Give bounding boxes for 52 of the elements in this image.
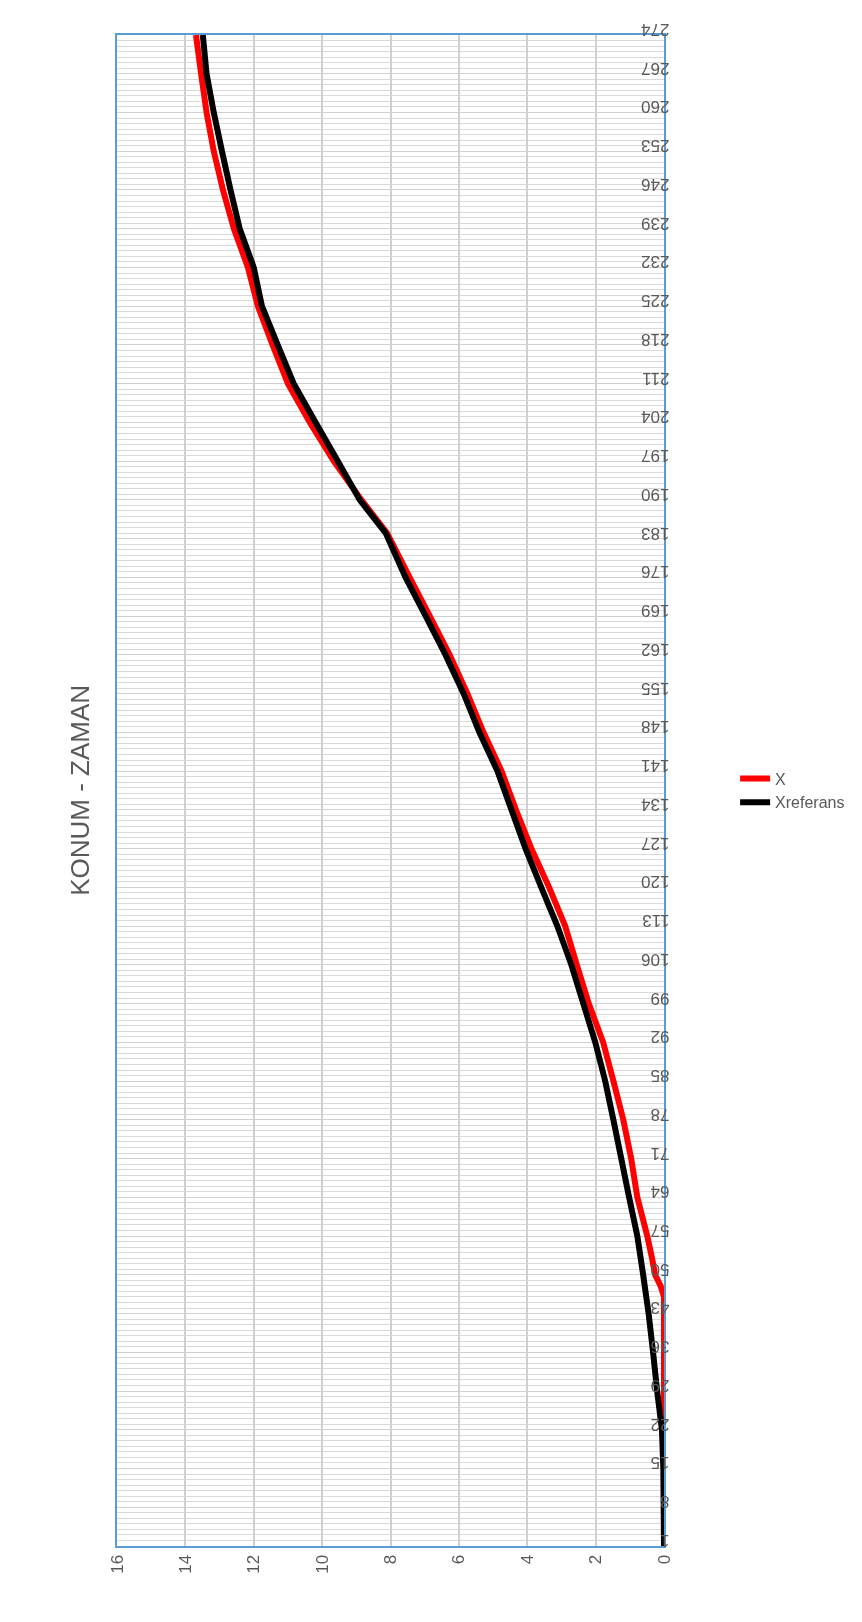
y-tick-label: 148 [641, 717, 670, 737]
x-tick-label: 8 [381, 1554, 401, 1565]
x-tick-label: 4 [517, 1554, 537, 1565]
y-tick-label: 36 [650, 1337, 670, 1357]
y-tick-label: 176 [641, 562, 670, 582]
y-tick-label: 162 [641, 639, 670, 659]
y-tick-label: 64 [650, 1182, 670, 1202]
y-tick-label: 8 [659, 1492, 670, 1512]
y-tick-label: 225 [641, 291, 670, 311]
y-tick-label: 134 [641, 794, 670, 814]
y-tick-label: 190 [641, 484, 670, 504]
x-tick-label: 14 [175, 1554, 195, 1574]
y-tick-label: 127 [641, 833, 670, 853]
x-tick-label: 0 [654, 1554, 674, 1565]
y-tick-label: 106 [641, 949, 670, 969]
y-tick-label: 71 [650, 1143, 670, 1163]
x-tick-label: 6 [449, 1554, 469, 1565]
y-tick-label: 183 [641, 523, 670, 543]
y-tick-label: 204 [641, 407, 670, 427]
x-tick-label: 2 [586, 1554, 606, 1565]
y-tick-label: 141 [641, 756, 670, 776]
y-tick-label: 211 [642, 368, 670, 388]
y-tick-label: 1 [659, 1530, 670, 1550]
text: KONUM - ZAMAN [64, 684, 95, 896]
y-tick-label: 113 [642, 911, 670, 931]
y-tick-label: 267 [641, 58, 670, 78]
legend-label: Xreferans [775, 794, 845, 812]
x-tick-label: 12 [244, 1554, 264, 1574]
x-tick-label: 16 [107, 1554, 127, 1574]
y-tick-label: 197 [641, 446, 670, 466]
y-tick-label: 239 [641, 213, 670, 233]
y-tick-label: 155 [641, 678, 670, 698]
x-tick-label: 10 [312, 1554, 332, 1574]
y-tick-label: 15 [650, 1453, 670, 1473]
legend-label: X [775, 770, 787, 788]
y-tick-label: 253 [641, 136, 670, 156]
y-tick-label: 57 [650, 1221, 670, 1240]
y-tick-label: 246 [641, 174, 670, 194]
y-tick-label: 120 [641, 872, 670, 892]
y-tick-label: 169 [641, 601, 670, 621]
y-tick-label: 274 [641, 19, 670, 39]
y-tick-label: 99 [650, 988, 670, 1008]
y-tick-label: 50 [650, 1259, 670, 1279]
y-tick-label: 260 [641, 97, 670, 117]
y-tick-label: 29 [650, 1375, 670, 1395]
y-tick-label: 22 [650, 1414, 670, 1434]
y-tick-label: 232 [641, 252, 670, 272]
y-tick-label: 85 [650, 1066, 670, 1086]
y-tick-label: 78 [650, 1104, 670, 1124]
y-tick-label: 218 [641, 329, 670, 349]
y-tick-label: 43 [650, 1298, 670, 1318]
y-tick-label: 92 [650, 1027, 670, 1047]
